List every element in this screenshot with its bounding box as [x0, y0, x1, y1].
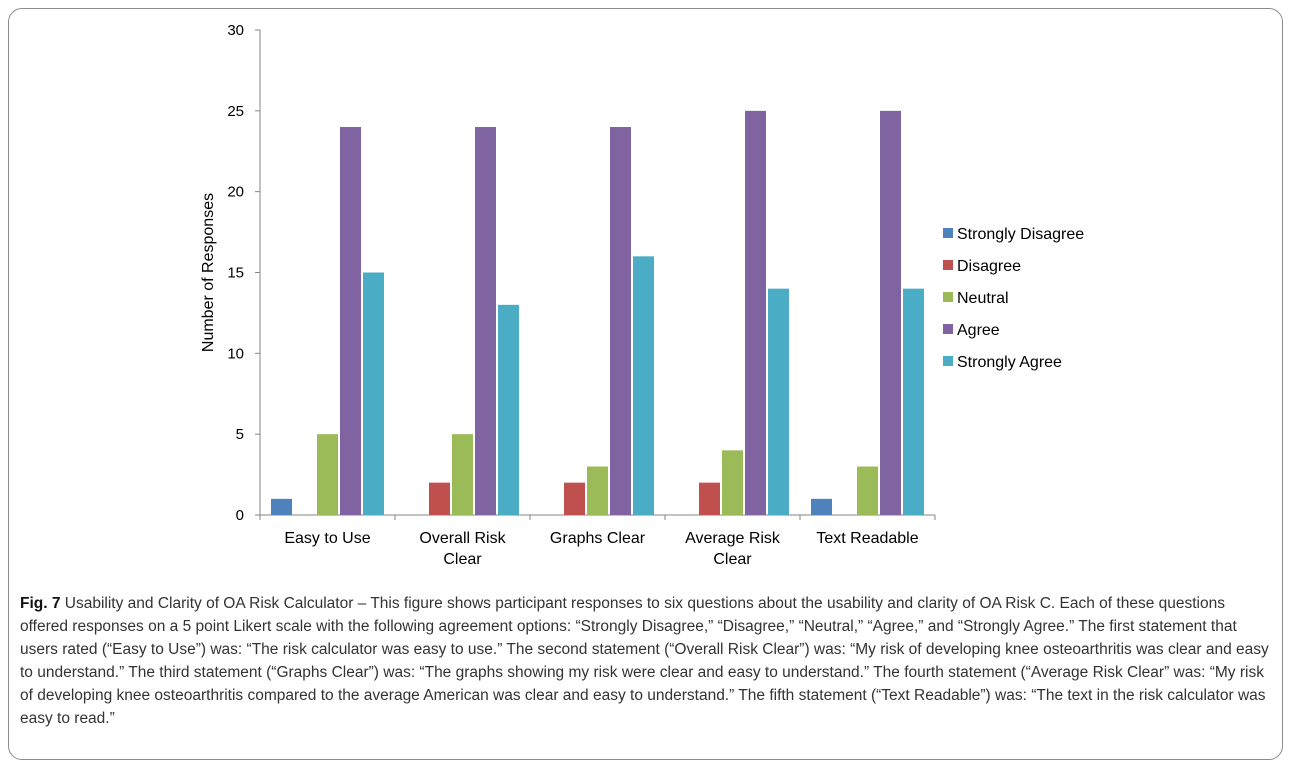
legend-label: Strongly Agree — [957, 354, 1062, 371]
bar-strongly-disagree — [811, 498, 832, 515]
x-category-label: Graphs Clear — [550, 530, 646, 547]
y-tick-label: 15 — [227, 265, 244, 282]
x-category-label: Overall Risk — [419, 530, 506, 547]
caption-text: Usability and Clarity of OA Risk Calcula… — [20, 595, 1269, 727]
y-tick-label: 0 — [236, 507, 244, 524]
bar-strongly-agree — [768, 288, 789, 515]
bar-neutral — [722, 450, 743, 515]
y-tick-label: 5 — [236, 426, 244, 443]
bar-neutral — [317, 434, 338, 515]
legend-swatch — [943, 228, 953, 238]
x-category-label: Average Risk — [685, 530, 781, 547]
y-axis-label: Number of Responses — [200, 193, 217, 352]
x-category-label: Easy to Use — [284, 530, 370, 547]
bar-neutral — [857, 466, 878, 515]
bar-chart: 0 5 10 15 20 25 30 Number of Responses Easy to U… — [200, 22, 1084, 568]
x-category-label: Clear — [443, 551, 482, 568]
bar-agree — [475, 127, 496, 515]
bar-strongly-disagree — [271, 498, 292, 515]
y-tick-label: 10 — [227, 345, 244, 362]
bar-disagree — [564, 482, 585, 515]
x-category-label: Clear — [713, 551, 752, 568]
legend-label: Strongly Disagree — [957, 226, 1084, 243]
bar-agree — [610, 127, 631, 515]
legend-swatch — [943, 260, 953, 270]
legend-label: Agree — [957, 322, 1000, 339]
bar-strongly-agree — [363, 272, 384, 515]
legend-swatch — [943, 292, 953, 302]
y-tick-label: 30 — [227, 22, 244, 39]
figure-caption: Fig. 7 Usability and Clarity of OA Risk … — [20, 592, 1270, 730]
bar-strongly-agree — [498, 304, 519, 515]
legend-label: Disagree — [957, 258, 1021, 275]
bar-strongly-agree — [633, 256, 654, 515]
y-tick-label: 25 — [227, 103, 244, 120]
legend-swatch — [943, 356, 953, 366]
bar-strongly-agree — [903, 288, 924, 515]
bar-agree — [340, 127, 361, 515]
bar-agree — [745, 110, 766, 515]
figure-label: Fig. 7 — [20, 595, 61, 612]
bar-disagree — [699, 482, 720, 515]
bar-neutral — [587, 466, 608, 515]
bar-disagree — [429, 482, 450, 515]
legend-swatch — [943, 324, 953, 334]
bar-agree — [880, 110, 901, 515]
x-category-label: Text Readable — [816, 530, 918, 547]
bar-neutral — [452, 434, 473, 515]
legend-label: Neutral — [957, 290, 1009, 307]
y-tick-label: 20 — [227, 184, 244, 201]
